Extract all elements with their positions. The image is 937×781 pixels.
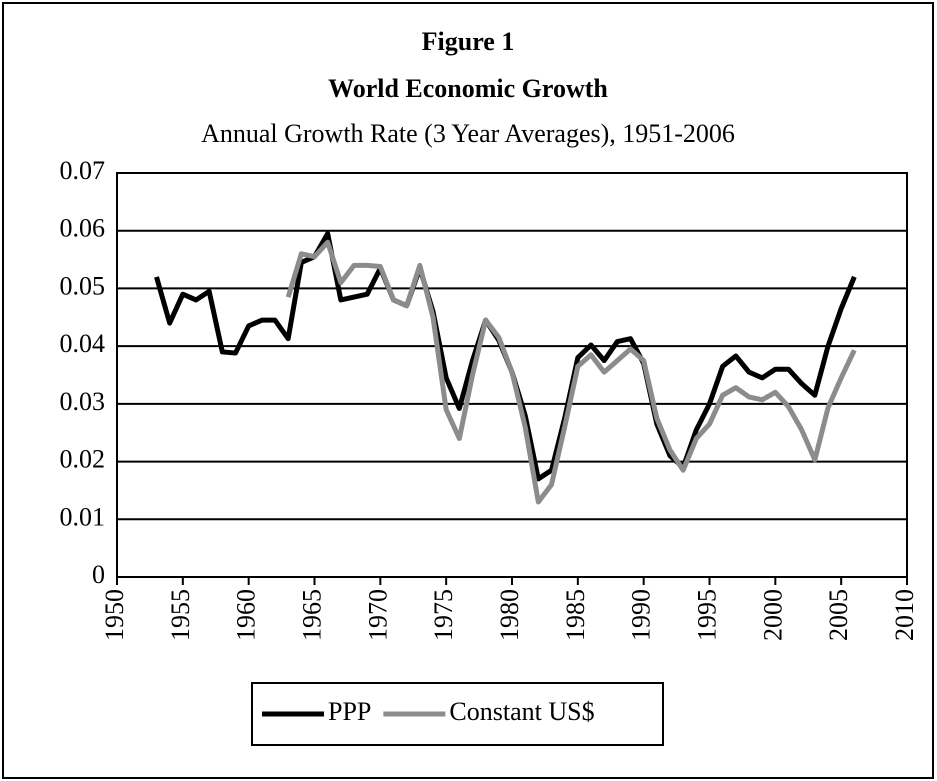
- chart-caption: Annual Growth Rate (3 Year Averages), 19…: [201, 119, 735, 148]
- plot-area: [116, 172, 908, 578]
- x-tick-label: 1995: [692, 589, 721, 641]
- y-tick-label: 0: [92, 560, 105, 589]
- legend-label: Constant US$: [449, 697, 594, 726]
- x-tick-label: 1985: [561, 589, 590, 641]
- y-tick-label: 0.05: [60, 271, 106, 300]
- x-tick-label: 1955: [166, 589, 195, 641]
- y-tick-label: 0.07: [60, 156, 106, 185]
- chart-title: Figure 1: [422, 27, 515, 56]
- y-tick-label: 0.06: [60, 214, 106, 243]
- y-tick-label: 0.01: [60, 502, 106, 531]
- x-tick-label: 1980: [495, 589, 524, 641]
- y-tick-label: 0.02: [60, 445, 106, 474]
- x-tick-label: 1990: [627, 589, 656, 641]
- chart-subtitle: World Economic Growth: [328, 74, 608, 103]
- x-tick-label: 1965: [297, 589, 326, 641]
- y-tick-label: 0.04: [60, 329, 106, 358]
- x-tick-label: 2000: [758, 589, 787, 641]
- x-tick-label: 2010: [890, 589, 919, 641]
- y-tick-label: 0.03: [60, 387, 106, 416]
- x-tick-label: 1950: [100, 589, 129, 641]
- series-line: [285, 239, 857, 505]
- x-tick-label: 1975: [429, 589, 458, 641]
- x-tick-label: 2005: [824, 589, 853, 641]
- legend-label: PPP: [328, 697, 371, 726]
- x-tick-label: 1960: [232, 589, 261, 641]
- x-tick-label: 1970: [363, 589, 392, 641]
